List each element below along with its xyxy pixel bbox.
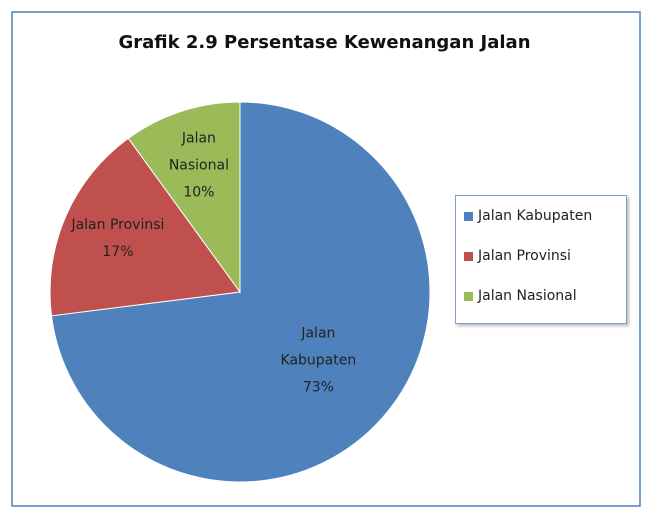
data-label: Jalan Nasional 10% bbox=[159, 125, 239, 206]
legend-label: Jalan Kabupaten bbox=[478, 208, 593, 224]
legend-swatch bbox=[464, 251, 473, 261]
data-label-name: Jalan Nasional bbox=[168, 130, 229, 173]
legend-label: Jalan Nasional bbox=[478, 288, 577, 304]
legend-item: Jalan Kabupaten bbox=[464, 208, 592, 224]
data-label-value: 10% bbox=[183, 184, 215, 200]
legend-swatch bbox=[464, 211, 473, 221]
legend-item: Jalan Nasional bbox=[464, 288, 577, 304]
data-label-name: Jalan Kabupaten bbox=[280, 325, 357, 369]
data-label-value: 17% bbox=[102, 244, 134, 261]
chart-title: Grafik 2.9 Persentase Kewenangan Jalan bbox=[118, 32, 531, 53]
chart-border bbox=[11, 11, 641, 507]
data-label: Jalan Provinsi 17% bbox=[58, 212, 178, 266]
data-label-name: Jalan Provinsi bbox=[71, 217, 165, 234]
pie-slice bbox=[49, 137, 241, 317]
legend: Jalan Kabupaten Jalan Provinsi Jalan Nasio… bbox=[455, 195, 627, 324]
pie-slice bbox=[50, 101, 431, 483]
legend-label: Jalan Provinsi bbox=[478, 248, 571, 264]
legend-swatch bbox=[464, 291, 473, 301]
pie-slice bbox=[127, 101, 241, 294]
data-label-value: 73% bbox=[302, 379, 334, 396]
data-label: Jalan Kabupaten 73% bbox=[273, 321, 363, 402]
legend-item: Jalan Provinsi bbox=[464, 248, 571, 264]
